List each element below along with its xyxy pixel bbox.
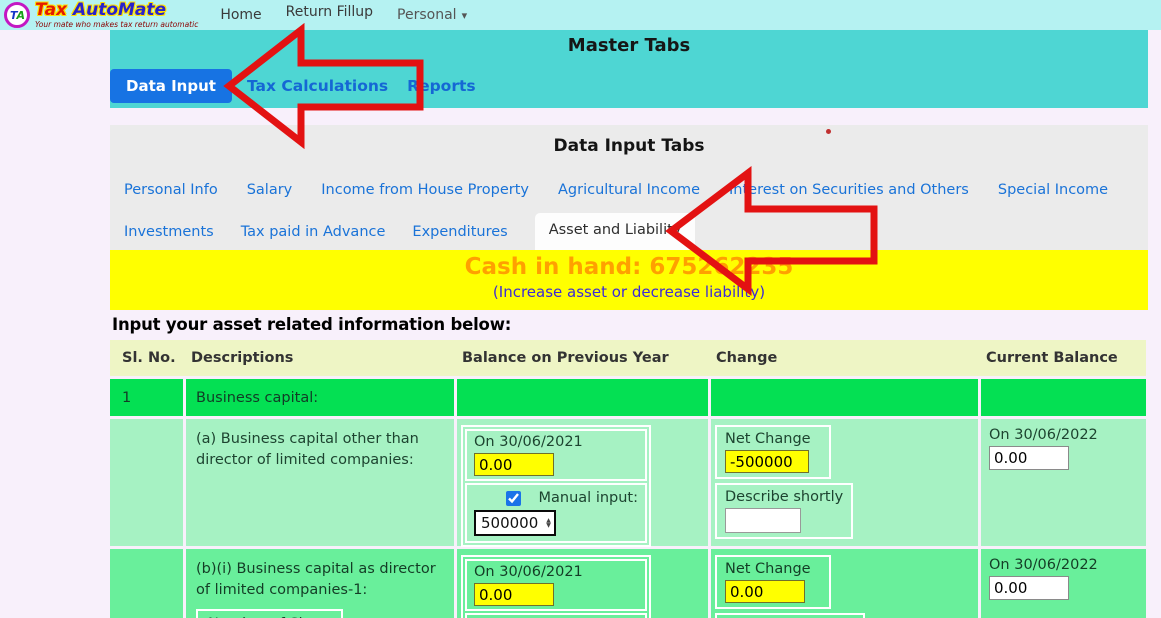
describe-box bbox=[715, 613, 865, 618]
section-heading: Input your asset related information bel… bbox=[112, 315, 512, 334]
tab-data-input[interactable]: Data Input bbox=[110, 69, 232, 103]
subtab-row-1: Personal Info Salary Income from House P… bbox=[124, 182, 1108, 198]
balance-previous-year-cell: On 30/06/2021 bbox=[457, 549, 708, 618]
subtab-interest-securities[interactable]: Interest on Securities and Others bbox=[729, 182, 969, 198]
subtab-agricultural-income[interactable]: Agricultural Income bbox=[557, 182, 701, 198]
nav-item-home[interactable]: Home bbox=[220, 7, 262, 23]
subtab-tax-paid-advance[interactable]: Tax paid in Advance bbox=[240, 223, 386, 240]
net-change-input[interactable] bbox=[725, 450, 809, 473]
row-description-cell: (a) Business capital other than director… bbox=[186, 419, 454, 546]
row-description-cell: (b)(i) Business capital as director of l… bbox=[186, 549, 454, 618]
logo-text: Tax AutoMate Your mate who makes tax ret… bbox=[35, 0, 199, 29]
net-change-input[interactable] bbox=[725, 580, 805, 603]
manual-amount-value: 500000 bbox=[481, 514, 539, 532]
chevron-down-icon: ▾ bbox=[461, 8, 468, 22]
stepper-arrows-icon[interactable]: ▲ ▼ bbox=[546, 517, 551, 529]
nav-dropdown-personal[interactable]: Personal ▾ bbox=[397, 7, 467, 23]
subtab-investments[interactable]: Investments bbox=[124, 223, 214, 240]
row-description: (b)(i) Business capital as director of l… bbox=[196, 561, 436, 599]
current-balance-group: On 30/06/2022 bbox=[981, 549, 1146, 600]
row-empty-cell bbox=[711, 379, 978, 416]
previous-balance-group: On 30/06/2021 bbox=[461, 555, 651, 618]
header-descriptions: Descriptions bbox=[191, 350, 294, 366]
previous-balance-box: On 30/06/2021 bbox=[465, 559, 647, 611]
header-change: Change bbox=[716, 350, 778, 366]
header-balance-previous-year: Balance on Previous Year bbox=[462, 350, 669, 366]
table-row-business-capital-b1: (b)(i) Business capital as director of l… bbox=[110, 549, 1146, 618]
subtab-special-income[interactable]: Special Income bbox=[997, 182, 1109, 198]
describe-label: Describe shortly bbox=[725, 489, 844, 505]
previous-balance-input[interactable] bbox=[474, 453, 554, 476]
previous-balance-input[interactable] bbox=[474, 583, 554, 606]
row-description: (a) Business capital other than director… bbox=[196, 431, 419, 469]
change-cell: Net Change bbox=[711, 549, 978, 618]
net-change-label: Net Change bbox=[725, 561, 811, 577]
previous-balance-group: On 30/06/2021 Manual input: 500000 ▲▼ bbox=[461, 425, 651, 547]
master-tabs-band: Master Tabs Data Input Tax Calculations … bbox=[110, 30, 1148, 108]
cash-banner: Cash in hand: 675262235 (Increase asset … bbox=[110, 250, 1148, 310]
cash-in-hand-text: Cash in hand: 675262235 bbox=[464, 254, 794, 280]
number-of-share-box: Number of Share bbox=[196, 609, 344, 618]
current-balance-cell: On 30/06/2022 bbox=[981, 419, 1146, 546]
data-input-tabs-title: Data Input Tabs bbox=[553, 136, 705, 156]
nav-item-return-fillup[interactable]: Return Fillup bbox=[285, 4, 374, 20]
current-balance-input[interactable] bbox=[989, 446, 1069, 470]
asset-table: Sl. No. Descriptions Balance on Previous… bbox=[110, 340, 1146, 618]
manual-amount-stepper[interactable]: 500000 ▲ ▼ bbox=[474, 510, 556, 536]
row-serial-number: 1 bbox=[110, 379, 183, 416]
net-change-box: Net Change bbox=[715, 425, 831, 479]
nav-links: Home Return Fillup Personal ▾ bbox=[220, 4, 467, 23]
manual-input-box bbox=[465, 613, 647, 618]
master-tabs-row: Data Input Tax Calculations Reports bbox=[110, 69, 476, 103]
subtab-salary[interactable]: Salary bbox=[246, 182, 293, 198]
header-sl-no: Sl. No. bbox=[122, 350, 176, 366]
cash-banner-subtitle: (Increase asset or decrease liability) bbox=[492, 283, 766, 301]
previous-date-label: On 30/06/2021 bbox=[474, 564, 583, 580]
red-dot-marker bbox=[826, 129, 831, 134]
row-serial-cell bbox=[110, 419, 183, 546]
logo-tagline: Your mate who makes tax return automatic bbox=[35, 19, 199, 29]
row-description: Business capital: bbox=[186, 379, 454, 416]
subtab-expenditures[interactable]: Expenditures bbox=[412, 223, 508, 240]
previous-date-label: On 30/06/2021 bbox=[474, 434, 583, 450]
nav-dropdown-label: Personal bbox=[397, 7, 457, 23]
tab-tax-calculations[interactable]: Tax Calculations bbox=[246, 77, 389, 95]
tab-reports[interactable]: Reports bbox=[407, 77, 476, 95]
manual-input-box: Manual input: 500000 ▲ ▼ bbox=[465, 483, 647, 543]
subtab-row-2: Investments Tax paid in Advance Expendit… bbox=[124, 213, 696, 250]
describe-input[interactable] bbox=[725, 508, 801, 533]
row-empty-cell bbox=[457, 379, 708, 416]
describe-box: Describe shortly bbox=[715, 483, 854, 539]
previous-balance-box: On 30/06/2021 bbox=[465, 429, 647, 481]
current-balance-cell: On 30/06/2022 bbox=[981, 549, 1146, 618]
row-empty-cell bbox=[981, 379, 1146, 416]
data-input-tabs-panel: Data Input Tabs Personal Info Salary Inc… bbox=[110, 125, 1148, 250]
header-current-balance: Current Balance bbox=[986, 350, 1118, 366]
table-header-row: Sl. No. Descriptions Balance on Previous… bbox=[110, 340, 1146, 376]
table-row-business-capital: 1 Business capital: bbox=[110, 379, 1146, 416]
subtab-asset-liability[interactable]: Asset and Liability bbox=[534, 213, 696, 250]
table-row-business-capital-a: (a) Business capital other than director… bbox=[110, 419, 1146, 547]
row-serial-cell bbox=[110, 549, 183, 618]
balance-previous-year-cell: On 30/06/2021 Manual input: 500000 ▲▼ bbox=[457, 419, 708, 547]
current-balance-input[interactable] bbox=[989, 576, 1069, 600]
manual-input-row: Manual input: bbox=[474, 488, 638, 509]
subtab-income-house-property[interactable]: Income from House Property bbox=[321, 182, 529, 198]
logo-title: Tax AutoMate bbox=[35, 0, 167, 20]
change-cell: Net Change Describe shortly bbox=[711, 419, 978, 546]
net-change-box: Net Change bbox=[715, 555, 831, 609]
current-balance-group: On 30/06/2022 bbox=[981, 419, 1146, 470]
share-box-wrap: Number of Share bbox=[186, 609, 454, 618]
master-tabs-title: Master Tabs bbox=[567, 35, 691, 56]
current-date-label: On 30/06/2022 bbox=[989, 427, 1098, 443]
subtab-personal-info[interactable]: Personal Info bbox=[124, 182, 218, 198]
manual-input-label: Manual input: bbox=[538, 490, 638, 506]
current-date-label: On 30/06/2022 bbox=[989, 557, 1098, 573]
net-change-label: Net Change bbox=[725, 431, 811, 447]
manual-input-checkbox[interactable] bbox=[506, 490, 521, 506]
